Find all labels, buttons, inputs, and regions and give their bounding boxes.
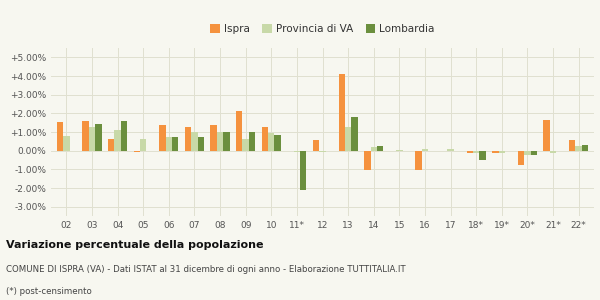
Bar [319,151,326,152]
Bar [530,151,537,155]
Bar [313,140,319,151]
Bar [300,151,307,190]
Bar [345,127,352,151]
Legend: Ispra, Provincia di VA, Lombardia: Ispra, Provincia di VA, Lombardia [206,20,439,38]
Bar [268,133,274,151]
Bar [211,124,217,151]
Text: Variazione percentuale della popolazione: Variazione percentuale della popolazione [6,239,263,250]
Bar [492,151,499,154]
Bar [293,151,300,152]
Bar [499,151,505,154]
Bar [569,140,575,151]
Bar [448,149,454,151]
Bar [217,132,223,151]
Text: (*) post-censimento: (*) post-censimento [6,287,92,296]
Bar [473,151,479,152]
Bar [63,136,70,151]
Bar [524,151,530,155]
Bar [415,151,422,170]
Bar [191,132,197,151]
Bar [95,124,101,151]
Bar [544,120,550,151]
Bar [377,146,383,151]
Bar [140,139,146,151]
Bar [422,149,428,151]
Bar [82,121,89,151]
Bar [479,151,486,160]
Bar [166,137,172,151]
Bar [518,151,524,165]
Bar [115,130,121,151]
Bar [396,150,403,151]
Bar [338,74,345,151]
Bar [575,146,582,151]
Bar [262,127,268,151]
Bar [364,151,371,170]
Bar [197,137,204,151]
Bar [172,137,178,151]
Bar [185,127,191,151]
Bar [249,132,255,151]
Bar [274,135,281,151]
Bar [57,122,63,151]
Bar [371,147,377,151]
Bar [352,117,358,151]
Bar [467,151,473,154]
Bar [550,151,556,154]
Bar [242,140,249,151]
Bar [108,139,115,151]
Bar [582,145,588,151]
Text: COMUNE DI ISPRA (VA) - Dati ISTAT al 31 dicembre di ogni anno - Elaborazione TUT: COMUNE DI ISPRA (VA) - Dati ISTAT al 31 … [6,265,406,274]
Bar [159,125,166,151]
Bar [223,132,230,151]
Bar [134,151,140,152]
Bar [236,112,242,151]
Bar [89,127,95,151]
Bar [121,121,127,151]
